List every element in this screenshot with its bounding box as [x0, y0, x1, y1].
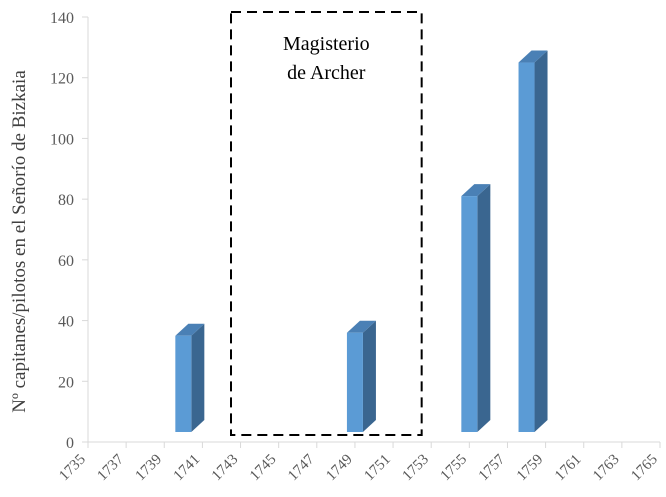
x-tick-label: 1743: [209, 452, 242, 485]
y-tick-label: 0: [66, 435, 74, 452]
y-tick-label: 60: [58, 253, 74, 270]
annotation-box: [230, 11, 423, 436]
bar-front: [518, 62, 535, 433]
bar: [346, 320, 376, 432]
y-tick-label: 40: [58, 314, 74, 331]
x-tick-label: 1737: [94, 451, 127, 484]
x-tick-label: 1765: [628, 452, 661, 485]
y-axis-ticks: 0 20 40 60 80 100 120 140: [50, 10, 88, 452]
y-tick-label: 100: [50, 131, 74, 148]
x-axis-ticks: 1735 1737 1739 1741 1743 1745 1747 1749 1751 1753…: [56, 442, 661, 484]
bar-side: [477, 184, 491, 432]
y-tick-label: 120: [50, 71, 74, 88]
bar-top: [175, 323, 205, 336]
x-tick-label: 1749: [323, 452, 356, 485]
bar-front: [346, 332, 363, 432]
x-tick-label: 1753: [400, 452, 433, 485]
bar-top: [346, 320, 376, 333]
bar-top: [461, 184, 491, 197]
x-tick-label: 1745: [247, 452, 280, 485]
x-tick-label: 1757: [476, 451, 509, 484]
x-tick-label: 1741: [171, 452, 204, 485]
x-tick-label: 1747: [285, 451, 318, 484]
annotation-text-line-2: de Archer: [287, 62, 366, 84]
bar-top: [518, 50, 548, 63]
bar: [461, 184, 491, 432]
bar-side: [191, 323, 205, 432]
bar-front: [175, 335, 192, 432]
bar-front: [461, 196, 478, 432]
bar: [518, 50, 548, 433]
x-tick-label: 1759: [514, 452, 547, 485]
bar-side: [534, 50, 548, 433]
x-tick-label: 1755: [438, 452, 471, 485]
y-axis-title: Nº capitanes/pilotos en el Señorío de Bi…: [9, 70, 30, 413]
x-tick-label: 1761: [552, 452, 585, 485]
bar: [175, 323, 205, 432]
bar-side: [362, 320, 376, 432]
x-tick-label: 1763: [590, 452, 623, 485]
annotation-text-line-1: Magisterio: [283, 33, 370, 55]
x-tick-label: 1739: [133, 452, 166, 485]
y-tick-label: 20: [58, 374, 74, 391]
y-tick-label: 80: [58, 192, 74, 209]
y-tick-label: 140: [50, 10, 74, 27]
x-tick-label: 1751: [361, 452, 394, 485]
x-tick-label: 1735: [56, 452, 89, 485]
bars: [175, 50, 548, 433]
